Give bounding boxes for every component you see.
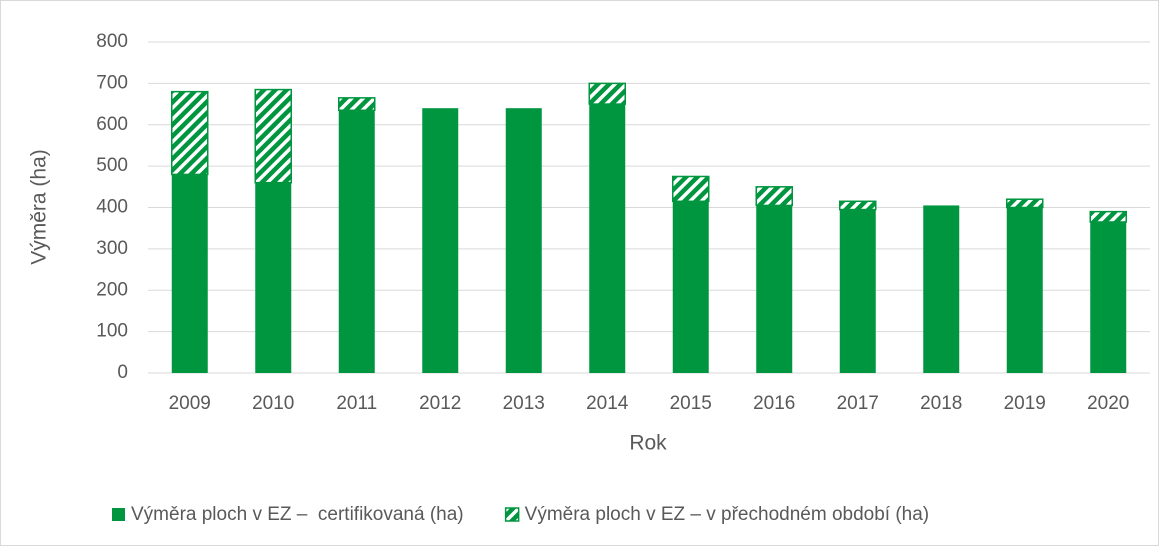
x-tick-label: 2012 [419,393,461,414]
legend-label: Výměra ploch v EZ – v přechodném období … [525,504,929,525]
x-tick-label: 2016 [753,393,795,414]
bar-segment [672,175,710,203]
bar-segment [756,205,793,373]
bar-segment [1006,207,1043,373]
bar-segment [839,200,877,211]
bar-segment [254,88,292,184]
y-axis-label: Výměra (ha) [28,149,51,265]
y-tick-label: 200 [96,279,128,300]
y-tick-label: 100 [96,321,128,342]
x-tick-label: 2013 [503,393,545,414]
x-tick-label: 2009 [169,393,211,414]
bar-segment [338,110,375,374]
bar-segment [255,182,292,373]
x-tick-label: 2019 [1004,393,1046,414]
x-axis-label: Rok [629,432,667,455]
legend-label: Výměra ploch v EZ – certifikovaná (ha) [131,504,464,525]
bar-segment [588,82,626,105]
bar-segment [1090,221,1127,373]
bar-segment [1089,210,1127,223]
bar-segment [923,205,960,373]
bar-segment [755,186,793,207]
bar-segment [505,108,542,373]
legend-swatch [112,508,125,521]
y-tick-label: 300 [96,238,128,259]
bar-segment [839,209,876,373]
y-tick-label: 600 [96,114,128,135]
bar-segment [672,201,709,373]
bar-segment [171,90,209,176]
legend-swatch [504,507,520,522]
x-tick-label: 2011 [336,393,377,414]
y-tick-label: 400 [96,197,128,218]
y-tick-label: 800 [96,31,128,52]
bar-segment [1006,198,1044,209]
x-tick-label: 2020 [1087,393,1129,414]
x-tick-label: 2015 [670,393,712,414]
x-tick-label: 2010 [252,393,294,414]
bar-segment [338,97,376,112]
y-tick-label: 0 [117,362,128,383]
bar-segment [422,108,459,373]
x-tick-label: 2018 [920,393,962,414]
bar-segment [589,104,626,373]
bar-segment [171,174,208,373]
y-tick-label: 500 [96,155,128,176]
y-tick-label: 700 [96,72,128,93]
x-tick-label: 2014 [586,393,629,414]
x-tick-label: 2017 [837,393,879,414]
